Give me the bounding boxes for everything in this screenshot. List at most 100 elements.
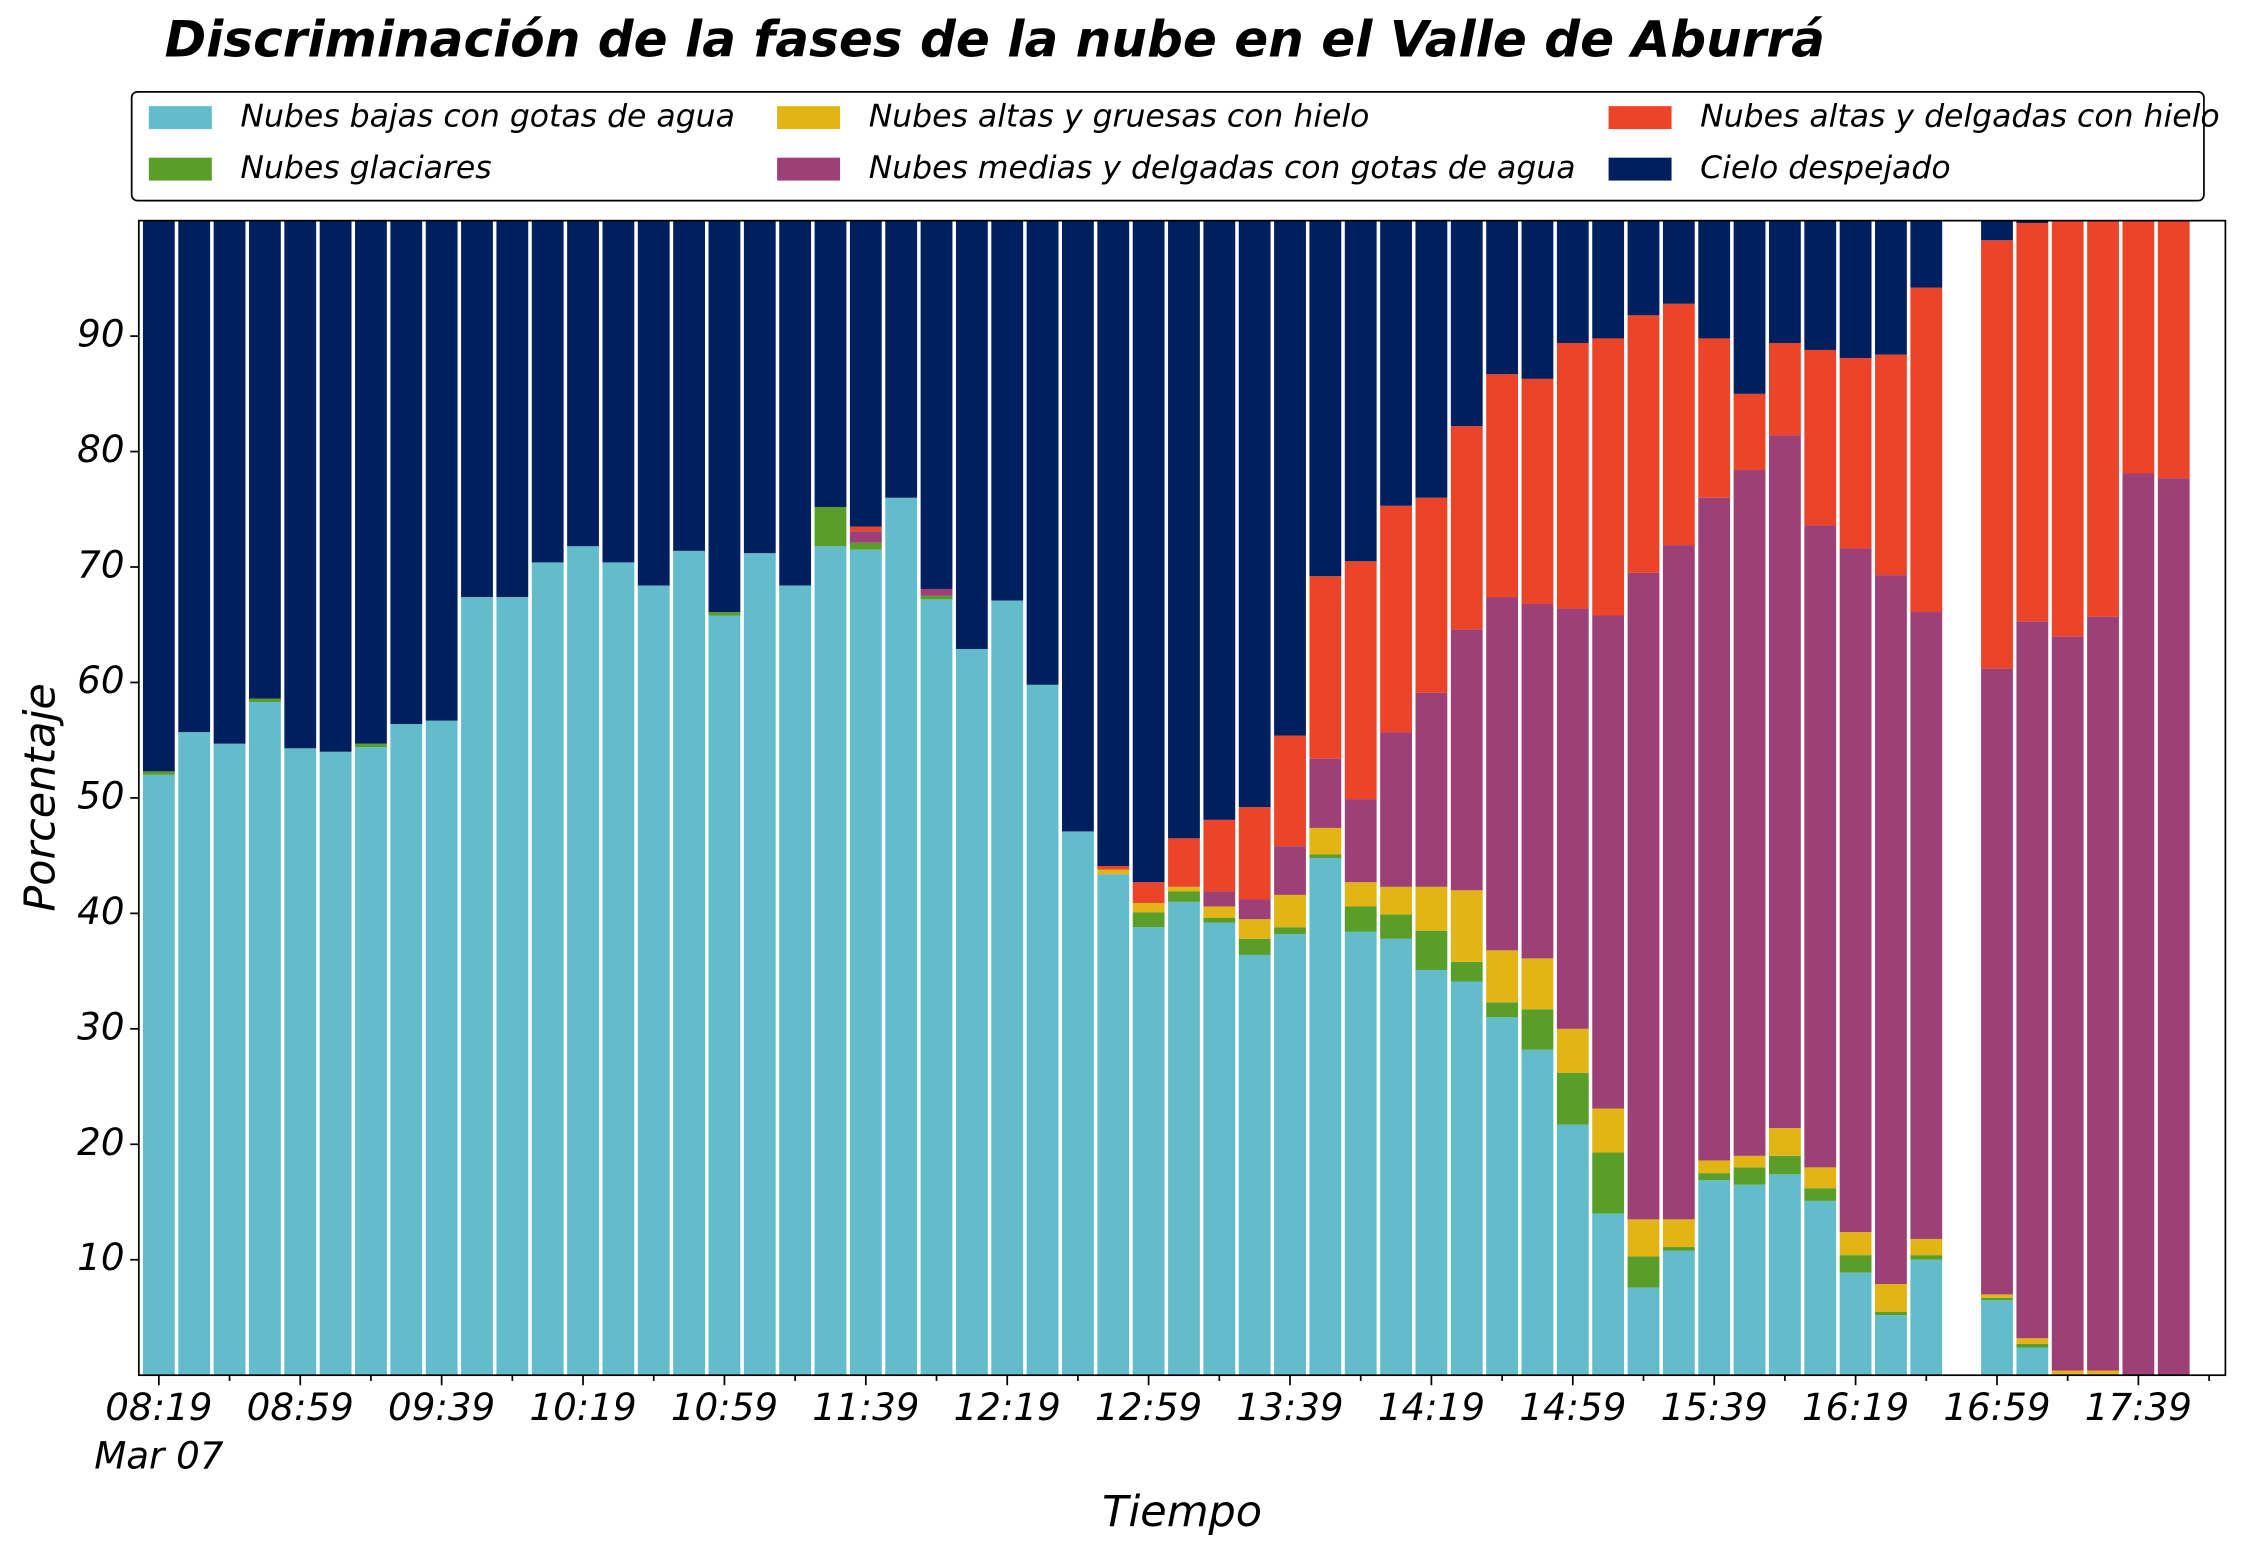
bar-segment — [1839, 1255, 1872, 1273]
x-tick-label: 12:59 — [1095, 1385, 1202, 1429]
x-tick-label: 13:39 — [1236, 1385, 1343, 1429]
bar-segment — [1062, 831, 1094, 1376]
bar-segment — [779, 585, 812, 1376]
bar-segment — [1698, 220, 1731, 339]
bar-segment — [1132, 902, 1165, 913]
bar-segment — [743, 553, 776, 1376]
bar-segment — [142, 774, 175, 1376]
bar-segment — [814, 546, 847, 1376]
bar-segment — [1415, 969, 1448, 1376]
x-tick-label: 10:19 — [529, 1385, 636, 1429]
bar-segment — [1556, 608, 1589, 1029]
bar-segment — [1662, 545, 1695, 1220]
bar-segment — [1839, 1232, 1872, 1256]
bar-segment — [1274, 927, 1306, 935]
bar-segment — [461, 597, 493, 1376]
bar-segment — [1274, 846, 1306, 895]
bar-segment — [2016, 1344, 2049, 1348]
bar-segment — [284, 220, 317, 749]
bar-segment — [2122, 473, 2155, 1376]
bar-segment — [1521, 220, 1554, 379]
y-tick-label: 10 — [77, 1235, 124, 1279]
bar-segment — [602, 220, 635, 563]
bar-segment — [1556, 1028, 1589, 1073]
y-axis-label: Porcentaje — [15, 683, 65, 911]
bar-segment — [920, 220, 953, 589]
bar-segment — [319, 220, 352, 752]
bar-segment — [1981, 668, 2013, 1295]
bar-segment — [1733, 220, 1766, 394]
x-tick-label: 12:19 — [954, 1385, 1061, 1429]
legend-swatch — [148, 157, 212, 181]
bar-segment — [1380, 938, 1412, 1376]
bar-segment — [1415, 886, 1448, 931]
bar-segment — [1875, 1315, 1907, 1376]
bar-segment — [1981, 1297, 2013, 1301]
bar-segment — [1203, 917, 1236, 923]
bar-segment — [1415, 497, 1448, 693]
bar-segment — [1804, 1200, 1837, 1376]
bar-segment — [1203, 819, 1236, 892]
bar-segment — [1592, 220, 1625, 339]
legend-swatch — [777, 157, 841, 181]
bar-segment — [1274, 934, 1306, 1376]
bar-segment — [1097, 866, 1130, 870]
bar-segment — [1238, 919, 1271, 939]
bar-segment — [1592, 338, 1625, 616]
bar-segment — [1592, 1213, 1625, 1376]
bar-segment — [248, 698, 281, 703]
bar-segment — [637, 220, 670, 586]
bar-segment — [1450, 629, 1483, 891]
bar-segment — [1450, 426, 1483, 630]
bar-segment — [1556, 1124, 1589, 1376]
bar-segment — [1521, 1049, 1554, 1376]
bar-segment — [1203, 906, 1236, 918]
bar-segment — [496, 220, 529, 598]
bar-segment — [1203, 891, 1236, 907]
bar-segment — [849, 526, 882, 532]
bar-segment — [955, 220, 988, 649]
bar-segment — [1132, 220, 1165, 883]
bar-segment — [2051, 636, 2084, 1371]
bar-segment — [1168, 886, 1200, 892]
bar-segment — [602, 562, 635, 1376]
legend-label: Nubes bajas con gotas de agua — [240, 99, 734, 135]
bar-segment — [1380, 220, 1412, 506]
bar-segment — [708, 220, 741, 613]
plot-frame — [137, 219, 2227, 1377]
bar-segment — [1839, 358, 1872, 549]
bar-segment — [1875, 575, 1907, 1284]
bar-segment — [2157, 478, 2190, 1376]
bar-segment — [1450, 890, 1483, 962]
bar-segment — [1698, 1180, 1731, 1376]
bar-segment — [142, 771, 175, 775]
bar-segment — [1627, 572, 1660, 1220]
bar-segment — [1804, 349, 1837, 526]
bar-segment — [1238, 807, 1271, 900]
y-tick-label: 70 — [77, 543, 124, 587]
bar-segment — [2016, 1347, 2049, 1376]
bar-segment — [355, 743, 387, 748]
bar-segment — [1910, 1255, 1943, 1260]
bar-segment — [213, 220, 246, 744]
bar-segment — [814, 506, 847, 547]
x-tick-label: 15:39 — [1661, 1385, 1768, 1429]
x-date-label: Mar 07 — [94, 1434, 224, 1478]
bar-segment — [461, 220, 493, 598]
bar-segment — [1486, 374, 1519, 598]
x-tick-label: 10:59 — [671, 1385, 778, 1429]
bar-segment — [1486, 220, 1519, 375]
x-tick-label: 16:19 — [1802, 1385, 1909, 1429]
bar-segment — [1662, 303, 1695, 546]
y-tick-label: 60 — [77, 658, 124, 702]
bar-segment — [1910, 287, 1943, 613]
bar-segment — [1415, 220, 1448, 498]
bar-segment — [390, 724, 423, 1376]
bar-segment — [1450, 981, 1483, 1376]
bar-segment — [1380, 505, 1412, 733]
y-tick-label: 30 — [77, 1004, 124, 1048]
bar-segment — [2051, 220, 2084, 637]
bar-segment — [425, 220, 458, 721]
bar-segment — [2087, 616, 2119, 1371]
bar-segment — [567, 220, 599, 547]
